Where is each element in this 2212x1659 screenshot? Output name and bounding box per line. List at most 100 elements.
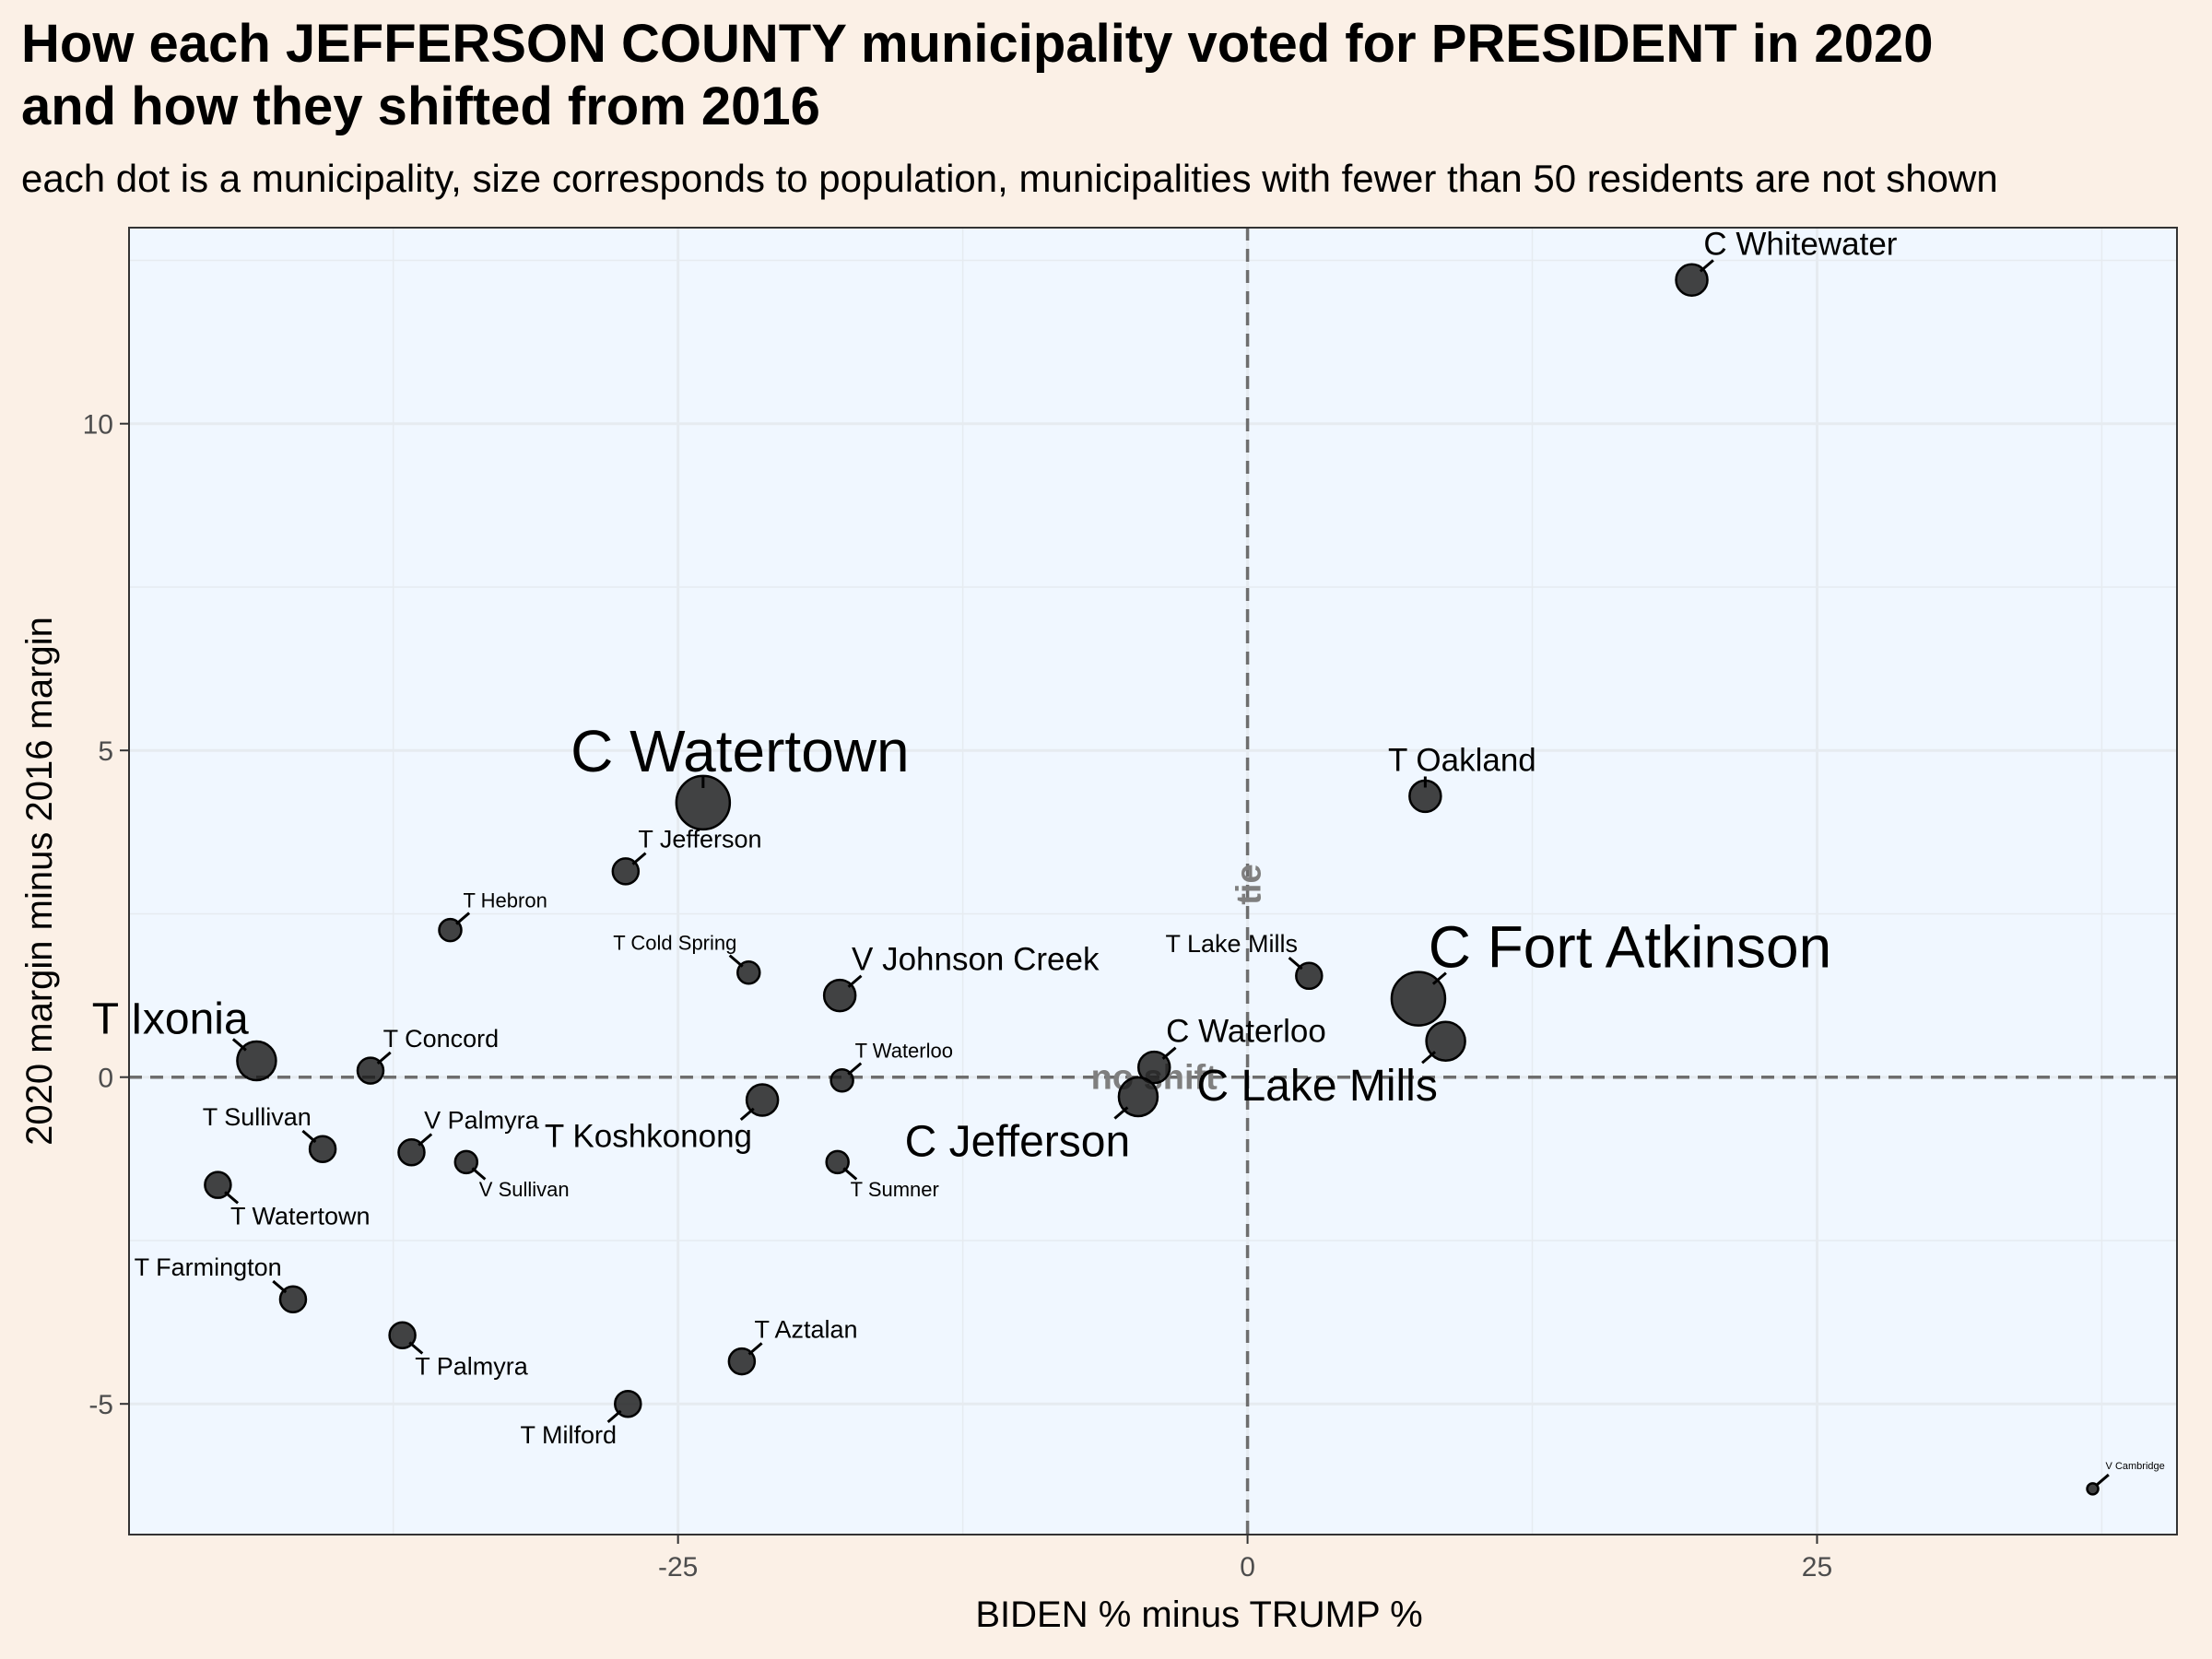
label-leader-line <box>408 1341 424 1355</box>
point-label: T Sullivan <box>203 1103 312 1131</box>
point-label: C Waterloo <box>1166 1014 1326 1050</box>
point-label: T Farmington <box>135 1253 282 1281</box>
label-leader-line <box>728 954 744 968</box>
label-leader-line <box>418 1133 433 1147</box>
point-label: T Cold Spring <box>613 932 736 955</box>
point-label: T Sumner <box>851 1178 939 1201</box>
point-label: T Jefferson <box>638 826 761 853</box>
data-point <box>614 1389 642 1418</box>
data-point <box>830 1067 854 1093</box>
data-point <box>397 1137 426 1167</box>
municipality-point-group: T Cold Spring <box>613 932 761 985</box>
point-label: T Koshkonong <box>545 1119 752 1155</box>
municipality-point-group: T Hebron <box>438 889 547 943</box>
municipality-point-group: V Johnson Creek <box>822 942 1100 1013</box>
label-leader-line <box>739 1107 755 1122</box>
y-axis-label: 2020 margin minus 2016 margin <box>19 617 60 1146</box>
label-leader-line <box>1113 1106 1129 1120</box>
point-label: T Ixonia <box>92 994 249 1043</box>
point-label: T Oakland <box>1388 742 1536 778</box>
municipality-point-group: T Palmyra <box>388 1321 529 1380</box>
chart-subtitle: each dot is a municipality, size corresp… <box>21 157 1998 200</box>
title-line-1: How each JEFFERSON COUNTY municipality v… <box>21 14 1934 74</box>
point-label: T Aztalan <box>754 1315 857 1343</box>
municipality-point-group: V Palmyra <box>397 1107 540 1167</box>
data-points: C Whitewater T Oakland C Watertown T Jeffer… <box>92 226 2165 1496</box>
point-label: T Waterloo <box>855 1040 953 1063</box>
chart-title: How each JEFFERSON COUNTY municipality v… <box>21 13 1933 138</box>
x-tick-label: 25 <box>1802 1552 1832 1583</box>
x-tick-label: 0 <box>1240 1552 1255 1583</box>
municipality-point-group: C Whitewater <box>1675 226 1898 297</box>
data-point <box>204 1171 232 1199</box>
tie-label: tie <box>1230 864 1269 904</box>
municipality-point-group: C Fort Atkinson <box>1390 914 1832 1027</box>
point-label: T Watertown <box>230 1202 371 1230</box>
y-tick-label: 5 <box>98 736 113 767</box>
municipality-point-group: T Jefferson <box>611 826 761 886</box>
label-leader-line <box>376 1051 392 1065</box>
data-point <box>308 1135 337 1163</box>
label-leader-line <box>1288 956 1303 971</box>
point-label: T Palmyra <box>415 1352 529 1380</box>
municipality-point-group: T Concord <box>356 1025 500 1085</box>
point-label: T Lake Mills <box>1166 930 1299 958</box>
point-label: V Johnson Creek <box>852 942 1100 978</box>
point-label: V Palmyra <box>424 1107 540 1135</box>
label-leader-line <box>224 1191 240 1205</box>
municipality-point-group: T Farmington <box>135 1253 308 1314</box>
municipality-point-group: T Milford <box>521 1389 642 1449</box>
x-tick-label: -25 <box>658 1552 698 1583</box>
point-label: V Cambridge <box>2106 1461 2165 1472</box>
municipality-point-group: T Sullivan <box>203 1103 337 1163</box>
data-point <box>736 960 761 985</box>
label-leader-line <box>301 1129 317 1144</box>
data-point <box>611 857 641 886</box>
data-point <box>278 1285 308 1314</box>
data-point <box>825 1149 850 1175</box>
label-leader-line <box>2094 1473 2110 1488</box>
label-leader-line <box>471 1167 487 1181</box>
title-line-2: and how they shifted from 2016 <box>21 76 820 136</box>
data-point <box>438 917 463 943</box>
point-label: T Milford <box>521 1421 618 1449</box>
data-point <box>1675 263 1709 297</box>
label-leader-line <box>1431 971 1447 985</box>
municipality-point-group: T Oakland <box>1388 742 1536 814</box>
y-tick-label: -5 <box>88 1390 113 1420</box>
municipality-point-group: T Sumner <box>825 1149 939 1201</box>
label-leader-line <box>747 1342 763 1356</box>
municipality-point-group: C Lake Mills <box>1196 1020 1466 1111</box>
label-leader-line <box>847 1062 863 1076</box>
label-leader-line <box>231 1038 247 1052</box>
label-leader-line <box>1161 1046 1177 1060</box>
data-point <box>1136 1050 1171 1085</box>
data-point <box>453 1149 479 1175</box>
data-point <box>1425 1020 1466 1062</box>
point-label: C Whitewater <box>1703 226 1897 262</box>
data-point <box>356 1056 385 1085</box>
data-point <box>822 978 857 1013</box>
point-label: C Lake Mills <box>1196 1062 1437 1111</box>
municipality-point-group: C Jefferson <box>905 1076 1159 1166</box>
axes: BIDEN % minus TRUMP % 2020 margin minus … <box>19 410 1832 1635</box>
y-tick-label: 10 <box>83 410 113 441</box>
label-leader-line <box>1421 1051 1437 1065</box>
municipality-point-group: C Waterloo <box>1136 1014 1326 1085</box>
data-point <box>1117 1076 1159 1118</box>
label-leader-line <box>1699 259 1714 273</box>
point-label: C Fort Atkinson <box>1429 914 1832 981</box>
municipality-point-group: T Watertown <box>204 1171 371 1230</box>
point-label: T Concord <box>383 1025 500 1053</box>
label-leader-line <box>272 1279 288 1294</box>
municipality-point-group: T Lake Mills <box>1166 930 1324 991</box>
data-point <box>1390 971 1447 1027</box>
municipality-point-group: V Sullivan <box>453 1149 570 1201</box>
label-leader-line <box>631 852 647 865</box>
data-point <box>236 1040 277 1082</box>
point-label: T Hebron <box>464 889 547 912</box>
point-label: C Jefferson <box>905 1117 1131 1166</box>
data-point <box>2086 1482 2100 1496</box>
municipality-point-group: T Ixonia <box>92 994 277 1082</box>
label-leader-line <box>842 1167 858 1181</box>
